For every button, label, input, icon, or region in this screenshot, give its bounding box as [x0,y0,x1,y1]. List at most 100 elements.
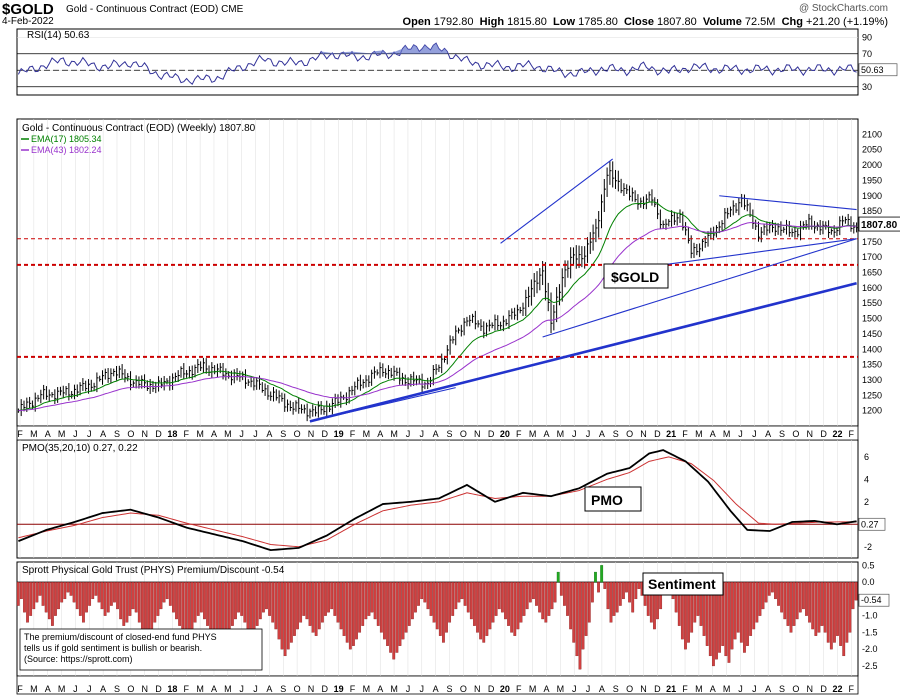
phys-bar [485,581,489,636]
phys-bar [398,581,402,646]
phys-bar [336,581,340,623]
volume-value: 72.5M [744,16,776,28]
phys-bar [469,581,473,620]
phys-bar [541,581,545,620]
phys-bar [466,581,470,613]
phys-bar [839,581,843,646]
phys-bar [438,581,442,636]
phys-bar [274,581,278,630]
phys-bar [85,581,88,613]
phys-bar [621,581,625,600]
price-y-tick: 1650 [862,268,882,278]
phys-bar [324,581,327,616]
price-y-tick: 1900 [862,191,882,201]
phys-bar [125,581,129,623]
x-tick-label: D [654,684,661,694]
phys-bar [178,581,182,626]
phys-bar [615,581,619,613]
phys-bar [743,581,746,653]
phys-bar [569,581,573,630]
x-tick-label: D [820,684,827,694]
phys-bar [618,581,622,606]
x-tick-label: N [141,684,148,694]
phys-bar [66,581,70,593]
x-tick-label: J [586,429,591,439]
price-y-tick: 1400 [862,344,882,354]
phys-bar [550,581,554,610]
rsi-panel-frame [16,28,859,96]
phys-bar [54,581,57,616]
phys-y-tick: 0.5 [862,560,875,570]
phys-bar [603,581,607,589]
phys-bar [755,581,759,623]
price-y-tick: 1200 [862,406,882,416]
ema17-line [18,201,857,412]
phys-bar [181,581,185,633]
phys-bar [724,581,728,657]
x-tick-label: D [155,684,162,694]
x-tick-label: D [155,429,162,439]
phys-bar [451,581,455,616]
phys-bar [786,581,790,626]
rsi-y-tick: 90 [862,32,872,42]
phys-bar [528,581,532,603]
phys-bar [581,581,585,650]
phys-bar [445,581,448,633]
x-tick-label: S [446,429,452,439]
x-tick-label: J [738,429,743,439]
phys-bar [820,581,824,626]
x-tick-label: M [363,684,371,694]
phys-bar [159,581,163,610]
x-tick-label: J [239,429,244,439]
x-tick-label: D [488,429,495,439]
phys-bar [774,581,777,600]
ohlc-summary: Open 1792.80 High 1815.80 Low 1785.80 Cl… [403,16,888,28]
x-tick-label: M [557,429,565,439]
phys-bar [783,581,787,620]
phys-bar [333,581,337,616]
phys-bar [91,581,95,600]
phys-bar [848,581,852,633]
x-tick-label: F [516,684,522,694]
phys-bar [243,581,247,623]
phys-bar [634,581,638,600]
phys-bar [507,581,510,626]
x-tick-label: A [377,429,383,439]
phys-bar [410,581,414,620]
price-y-tick: 2100 [862,129,882,139]
phys-bar [770,581,774,593]
x-tick-label: M [224,684,232,694]
phys-bar [345,581,349,643]
phys-bar [283,581,287,657]
rsi-current-value: 50.63 [861,65,884,75]
ticker-name: Gold - Continuous Contract (EOD) [66,4,219,15]
phys-bar [280,581,284,650]
phys-bar [314,581,318,636]
x-tick-label: F [184,429,190,439]
x-tick-label: N [474,429,481,439]
x-tick-label: S [613,429,619,439]
phys-value-box [858,593,890,607]
x-tick-label: M [30,684,38,694]
x-tick-label: A [211,684,217,694]
x-tick-label: N [308,684,315,694]
exchange-name: CME [221,4,244,15]
phys-bar [75,581,79,610]
last-price-box [858,216,900,232]
phys-bar [473,581,476,626]
chg-label: Chg [781,16,803,28]
phys-bar [296,581,299,630]
x-tick-label: M [695,429,703,439]
x-tick-label: N [308,429,315,439]
phys-bar [584,581,588,636]
x-tick-label: M [224,429,232,439]
pmo-line [18,449,857,552]
x-tick-label: J [239,684,244,694]
x-tick-label: J [253,684,258,694]
x-tick-label: O [626,684,633,694]
phys-bar [342,581,346,636]
low-value: 1785.80 [578,16,618,28]
phys-bar [547,581,551,616]
phys-bar [327,581,330,613]
x-tick-label: M [30,429,38,439]
